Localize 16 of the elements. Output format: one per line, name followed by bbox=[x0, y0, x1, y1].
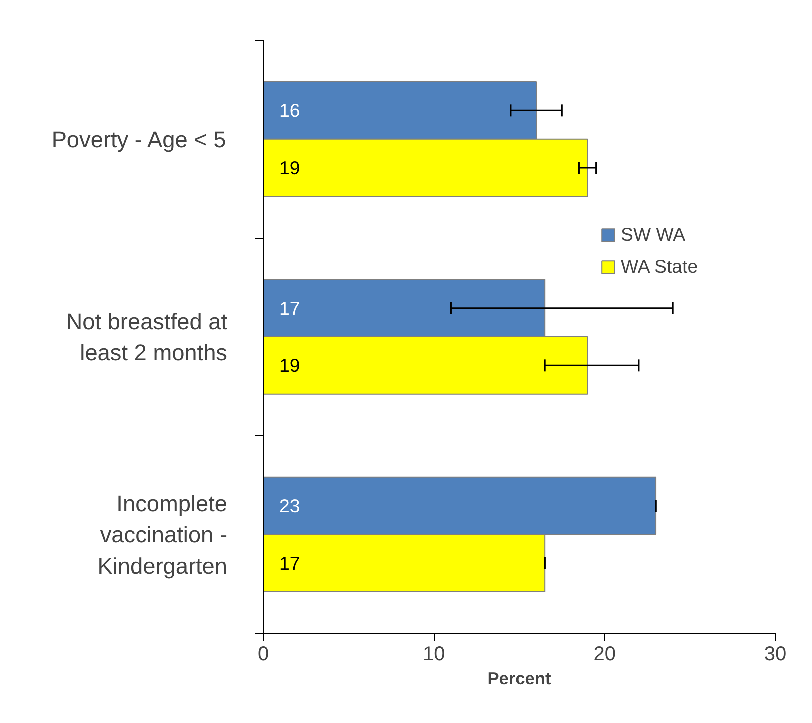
legend-label: SW WA bbox=[621, 224, 686, 246]
x-tick-label: 0 bbox=[258, 644, 270, 666]
data-label: 16 bbox=[280, 100, 300, 122]
x-axis-title: Percent bbox=[488, 668, 552, 688]
x-tick-label: 10 bbox=[423, 644, 446, 666]
y-tick-label: Incomplete vaccination - Kindergarten bbox=[98, 490, 228, 579]
x-tick-label: 30 bbox=[764, 644, 787, 666]
data-label: 17 bbox=[280, 298, 300, 319]
legend-label: WA State bbox=[621, 256, 698, 278]
data-label: 17 bbox=[280, 552, 300, 574]
y-tick-label: Not breastfed at least 2 months bbox=[66, 308, 228, 366]
x-tick-label: 20 bbox=[594, 644, 616, 666]
data-label: 23 bbox=[280, 496, 300, 517]
data-label: 19 bbox=[280, 355, 300, 376]
y-tick-label: Poverty - Age < 5 bbox=[52, 126, 226, 152]
data-label: 19 bbox=[280, 157, 300, 178]
